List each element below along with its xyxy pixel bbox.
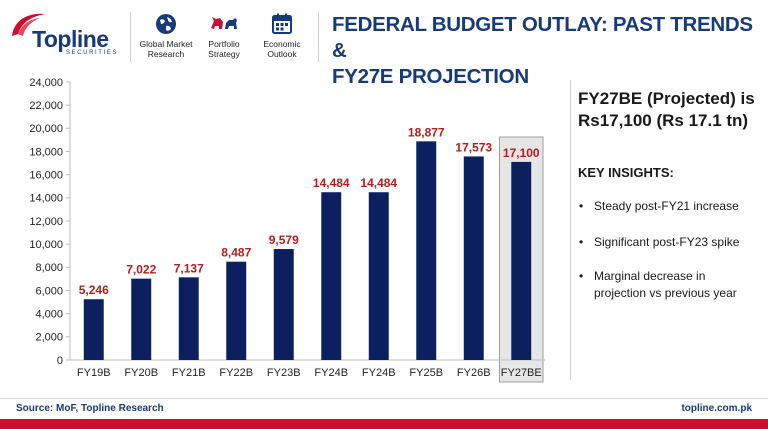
bull-bear-icon — [211, 17, 237, 29]
nav-label: Portfolio — [208, 39, 240, 49]
data-label: 17,100 — [503, 146, 540, 160]
title-line: FY27E PROJECTION — [332, 65, 529, 88]
projection-line: Rs17,100 (Rs 17.1 tn) — [578, 111, 749, 130]
y-tick-label: 4,000 — [35, 308, 63, 320]
insight-text: Significant post-FY23 spike — [594, 235, 740, 249]
x-tick-label: FY19B — [77, 367, 111, 379]
nav-label: Economic — [263, 39, 301, 49]
header-divider — [130, 12, 131, 62]
data-label: 9,579 — [269, 233, 299, 247]
y-tick-label: 12,000 — [29, 216, 63, 228]
x-tick-label: FY20B — [124, 367, 158, 379]
header-divider — [318, 12, 319, 62]
projection-summary: FY27BE (Projected) is Rs17,100 (Rs 17.1 … — [578, 88, 763, 132]
bar-fy24b — [321, 192, 342, 360]
nav-global-market-research[interactable]: Global Market Research — [135, 12, 197, 59]
y-tick-label: 22,000 — [29, 100, 63, 112]
logo-wordmark: Topline — [32, 26, 109, 52]
bullet-icon: • — [579, 235, 584, 249]
x-tick-label: FY25B — [409, 367, 443, 379]
nav-label: Outlook — [267, 49, 297, 59]
bar-fy24b — [368, 192, 389, 360]
bar-fy25b — [416, 141, 437, 360]
website-link[interactable]: topline.com.pk — [681, 403, 752, 414]
y-tick-label: 14,000 — [29, 193, 63, 205]
footer-accent-bar — [0, 419, 768, 429]
y-tick-label: 2,000 — [35, 332, 63, 344]
source-note: Source: MoF, Topline Research — [16, 403, 164, 414]
logo-swoosh-icon — [12, 13, 46, 36]
insight-text: Steady post-FY21 increase — [594, 199, 739, 213]
x-tick-label: FY21B — [172, 367, 206, 379]
bar-fy23b — [273, 249, 294, 360]
header: Topline SECURITIES Global Market Researc… — [0, 0, 768, 88]
nav-label: Strategy — [208, 49, 240, 59]
bar-fy20b — [131, 278, 152, 360]
insight-item: • Significant post-FY23 spike — [578, 234, 763, 251]
page-title: FEDERAL BUDGET OUTLAY: PAST TRENDS & FY2… — [332, 12, 762, 90]
bar-fy26b — [463, 156, 484, 360]
data-label: 17,573 — [455, 140, 492, 154]
insight-item: • Marginal decrease in projection vs pre… — [578, 268, 763, 302]
bullet-icon: • — [579, 199, 584, 213]
bar-fy19b — [83, 299, 104, 360]
data-label: 7,137 — [174, 261, 204, 275]
projection-line: FY27BE (Projected) is — [578, 89, 755, 108]
logo-tagline: SECURITIES — [66, 50, 119, 56]
y-tick-label: 16,000 — [29, 169, 63, 181]
data-label: 7,022 — [126, 263, 156, 277]
nav-label: Global Market — [139, 39, 193, 49]
data-label: 18,877 — [408, 125, 445, 139]
y-tick-label: 0 — [57, 355, 63, 367]
insight-text: projection vs previous year — [594, 286, 737, 300]
x-tick-label: FY22B — [219, 367, 253, 379]
y-tick-label: 24,000 — [29, 77, 63, 89]
data-label: 8,487 — [221, 246, 251, 260]
x-tick-label: FY26B — [457, 367, 491, 379]
topline-logo[interactable]: Topline SECURITIES — [10, 10, 128, 60]
data-label: 14,484 — [313, 176, 350, 190]
bar-chart: 0 2,000 4,000 6,000 8,000 10,000 12,000 14,000 1… — [29, 77, 545, 383]
y-tick-label: 20,000 — [29, 123, 63, 135]
globe-icon — [156, 14, 176, 34]
calendar-icon — [272, 13, 292, 34]
x-tick-label: FY23B — [267, 367, 301, 379]
x-tick-label: FY24B — [362, 367, 396, 379]
y-tick-label: 6,000 — [35, 285, 63, 297]
bar-fy22b — [226, 261, 247, 360]
y-tick-label: 10,000 — [29, 239, 63, 251]
nav-portfolio-strategy[interactable]: Portfolio Strategy — [193, 12, 255, 59]
nav-economic-outlook[interactable]: Economic Outlook — [251, 12, 313, 59]
bar-fy21b — [178, 277, 199, 360]
bullet-icon: • — [579, 269, 584, 283]
nav-label: Research — [147, 49, 185, 59]
data-label: 14,484 — [360, 176, 397, 190]
panel-divider — [570, 80, 571, 380]
title-line: FEDERAL BUDGET OUTLAY: PAST TRENDS & — [332, 13, 753, 62]
x-tick-label: FY24B — [314, 367, 348, 379]
bar-fy27be — [511, 161, 532, 360]
x-tick-label: FY27BE — [501, 367, 542, 379]
key-insights-title: KEY INSIGHTS: — [578, 165, 674, 180]
footer-divider — [0, 398, 768, 399]
insight-text: Marginal decrease in — [594, 269, 706, 283]
insight-item: • Steady post-FY21 increase — [578, 198, 763, 215]
y-tick-label: 8,000 — [35, 262, 63, 274]
y-tick-label: 18,000 — [29, 146, 63, 158]
data-label: 5,246 — [79, 283, 109, 297]
